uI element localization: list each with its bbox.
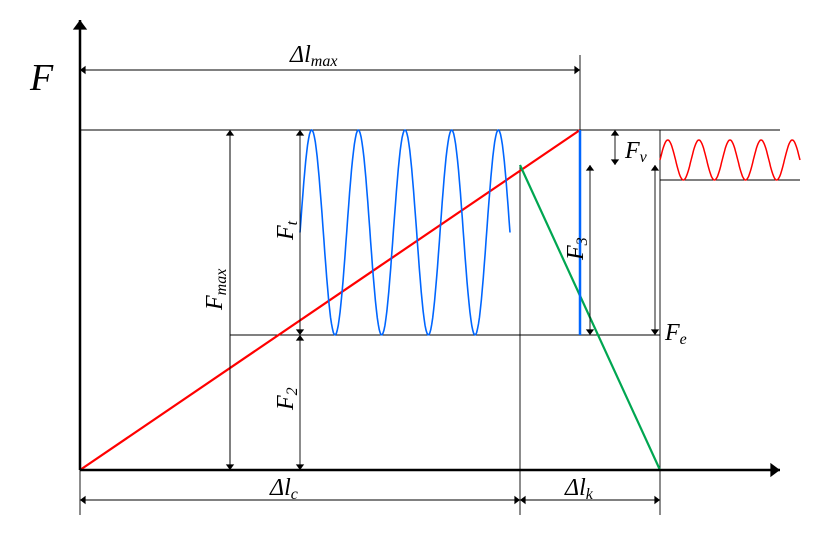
text: F3 bbox=[563, 237, 591, 261]
load-line bbox=[80, 130, 580, 470]
tspan: v bbox=[640, 149, 648, 166]
force-diagram: F Δlmax Δlc Δlk Fmax Ft F2 F3 Fv Fe bbox=[0, 0, 820, 549]
tspan: 3 bbox=[574, 237, 591, 246]
g: F2 bbox=[273, 387, 301, 411]
text: Fmax bbox=[202, 269, 230, 311]
text: Δlk bbox=[564, 475, 594, 503]
path bbox=[73, 20, 87, 30]
text: Fv bbox=[624, 138, 648, 166]
g: Fe bbox=[664, 320, 687, 348]
path bbox=[514, 496, 520, 504]
path bbox=[611, 130, 619, 136]
path bbox=[770, 463, 780, 477]
path bbox=[651, 165, 659, 171]
g: Δlc bbox=[269, 475, 298, 503]
path bbox=[296, 130, 304, 136]
g: Δlk bbox=[564, 475, 594, 503]
tspan: c bbox=[291, 486, 298, 503]
path bbox=[654, 496, 660, 504]
path bbox=[80, 496, 86, 504]
tspan: max bbox=[213, 269, 230, 296]
tspan: k bbox=[586, 486, 594, 503]
g: Δlmax bbox=[289, 42, 337, 70]
g: Ft bbox=[273, 220, 301, 241]
g: Fmax bbox=[202, 269, 230, 311]
g: Fv bbox=[624, 138, 648, 166]
path bbox=[574, 66, 580, 74]
text: F2 bbox=[273, 387, 301, 411]
axis-label-F: F bbox=[29, 57, 54, 99]
text: Ft bbox=[273, 220, 301, 241]
text: Fe bbox=[664, 320, 687, 348]
blue-sine bbox=[300, 130, 510, 335]
path bbox=[586, 329, 594, 335]
g: F3 bbox=[563, 237, 591, 261]
tspan: t bbox=[284, 220, 301, 225]
path bbox=[520, 496, 526, 504]
path bbox=[296, 329, 304, 335]
path bbox=[296, 335, 304, 341]
path bbox=[651, 329, 659, 335]
path bbox=[226, 130, 234, 136]
tspan: max bbox=[311, 53, 338, 70]
path bbox=[586, 165, 594, 171]
text: Δlmax bbox=[289, 42, 337, 70]
tspan: 2 bbox=[284, 387, 301, 395]
text: Δlc bbox=[269, 475, 298, 503]
red-sine bbox=[660, 140, 800, 180]
path bbox=[611, 159, 619, 165]
text: F bbox=[29, 57, 54, 99]
tspan: e bbox=[680, 331, 687, 348]
